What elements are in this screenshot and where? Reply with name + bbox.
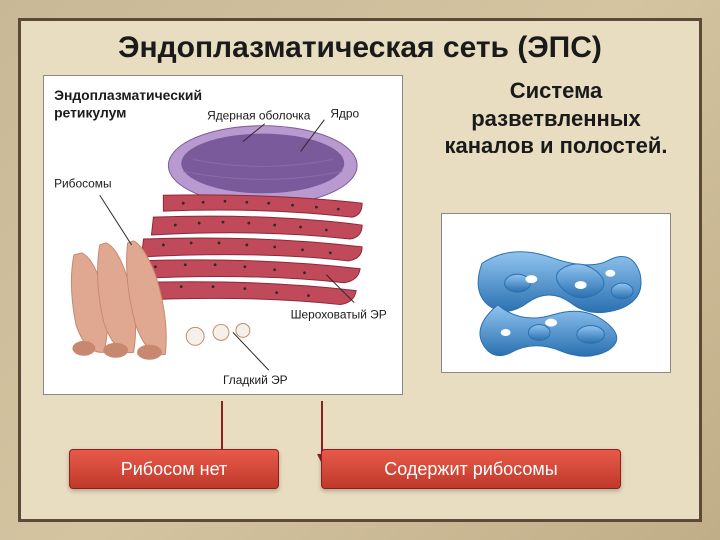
label-smooth-er: Гладкий ЭР bbox=[223, 373, 288, 387]
blue-er-image bbox=[441, 213, 671, 373]
label-rough-er: Шероховатый ЭР bbox=[291, 307, 387, 321]
inner-frame: Эндоплазматическая сеть (ЭПС) bbox=[18, 18, 702, 522]
slide-title: Эндоплазматическая сеть (ЭПС) bbox=[21, 21, 699, 71]
button-has-ribosomes[interactable]: Содержит рибосомы bbox=[321, 449, 621, 489]
label-nucleus: Ядро bbox=[330, 107, 359, 121]
description-text: Система разветвленных каналов и полостей… bbox=[441, 77, 671, 160]
blue-er-svg bbox=[442, 214, 670, 372]
content-area: Эндоплазматический ретикулум Рибосомы Яде… bbox=[21, 71, 699, 509]
er-diagram: Эндоплазматический ретикулум Рибосомы Яде… bbox=[43, 75, 403, 395]
button-no-ribosomes[interactable]: Рибосом нет bbox=[69, 449, 279, 489]
label-ribosomes: Рибосомы bbox=[54, 176, 112, 190]
er-diagram-svg: Эндоплазматический ретикулум Рибосомы Яде… bbox=[44, 76, 402, 394]
er-title-line1: Эндоплазматический bbox=[54, 87, 202, 103]
label-nuclear-envelope: Ядерная оболочка bbox=[207, 109, 311, 123]
slide-frame: Эндоплазматическая сеть (ЭПС) bbox=[0, 0, 720, 540]
er-title-line2: ретикулум bbox=[54, 105, 126, 121]
